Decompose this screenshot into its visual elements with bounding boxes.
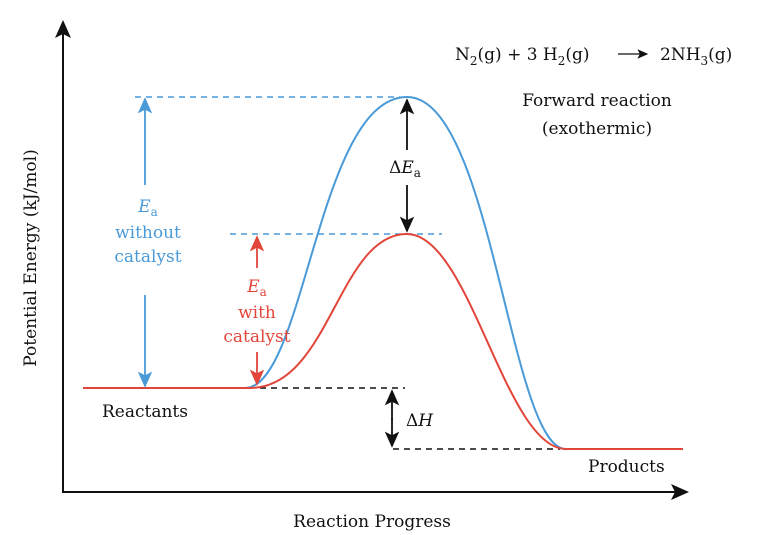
ea-with-label: Ea bbox=[246, 277, 267, 299]
x-axis-label: Reaction Progress bbox=[293, 512, 451, 532]
products-label: Products bbox=[588, 457, 665, 477]
with-text: with bbox=[238, 303, 276, 323]
delta-ea-label: ΔEa bbox=[389, 158, 421, 180]
without-text: without bbox=[115, 223, 181, 243]
y-axis-label: Potential Energy (kJ/mol) bbox=[21, 149, 41, 366]
catalyst-text-red: catalyst bbox=[223, 327, 290, 347]
catalyzed-curve bbox=[83, 232, 683, 450]
delta-h-label: ΔH bbox=[406, 411, 434, 431]
exothermic-label: (exothermic) bbox=[542, 119, 652, 139]
reaction-product: 2NH3(g) bbox=[660, 45, 732, 68]
uncatalyzed-curve bbox=[83, 95, 683, 450]
ea-without-label: Ea bbox=[137, 197, 158, 219]
reactants-label: Reactants bbox=[102, 402, 188, 422]
forward-reaction-label: Forward reaction bbox=[522, 91, 672, 111]
catalyst-text: catalyst bbox=[114, 247, 181, 267]
reaction-equation: N2(g) + 3 H2(g) bbox=[455, 45, 590, 68]
